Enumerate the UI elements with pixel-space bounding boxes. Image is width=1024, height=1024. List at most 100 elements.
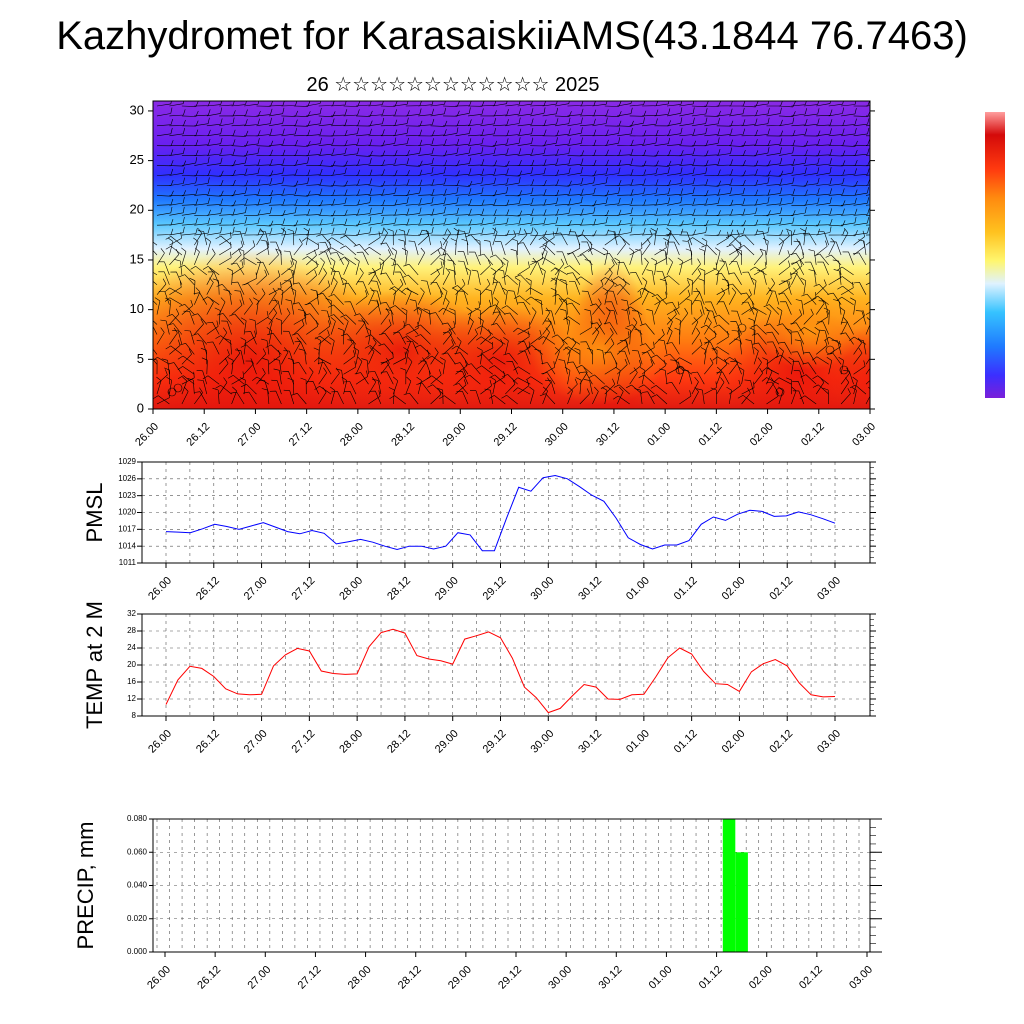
wind-barb <box>740 292 755 305</box>
x-tick-label: 30.12 <box>594 421 622 449</box>
wind-barb <box>592 109 609 117</box>
wind-barb <box>596 348 606 365</box>
wind-barb <box>178 264 195 276</box>
wind-barb <box>766 331 780 345</box>
wind-barb <box>216 284 232 295</box>
wind-barb <box>464 374 481 385</box>
wind-barb <box>364 246 382 256</box>
wind-barb <box>766 197 783 206</box>
wind-barb <box>604 197 621 206</box>
wind-barb <box>674 357 693 365</box>
wind-barb <box>666 207 683 216</box>
wind-barb <box>741 160 759 167</box>
wind-barb <box>441 253 456 266</box>
wind-barb <box>766 307 772 325</box>
wind-barb <box>853 227 870 236</box>
wind-barb <box>153 241 158 246</box>
wind-barb <box>169 216 185 226</box>
wind-barb <box>393 137 409 146</box>
wind-barb <box>380 217 397 226</box>
wind-barb <box>219 241 232 256</box>
x-tick-label: 27.12 <box>290 575 318 603</box>
wind-barb <box>554 158 571 166</box>
wind-barb <box>156 118 173 127</box>
x-tick-label: 27.12 <box>290 728 318 756</box>
wind-barb <box>816 208 833 216</box>
wind-barb <box>605 301 618 315</box>
wind-barb <box>368 169 385 176</box>
wind-barb <box>181 198 199 206</box>
wind-barb <box>502 374 518 385</box>
wind-barb <box>754 170 771 177</box>
wind-barb <box>329 337 335 355</box>
wind-barb <box>318 138 335 146</box>
wind-barb <box>480 117 496 127</box>
wind-barb <box>778 237 784 256</box>
wind-barb <box>654 129 671 137</box>
wind-barb <box>642 160 659 167</box>
wind-barb <box>828 160 846 167</box>
wind-barb <box>729 160 746 167</box>
wind-barb <box>219 231 232 246</box>
wind-barb <box>368 262 382 276</box>
wind-barb <box>343 147 360 156</box>
wind-barb <box>368 129 385 137</box>
wind-barb <box>679 198 696 206</box>
wind-barb <box>554 198 571 206</box>
wind-barb <box>621 299 630 315</box>
wind-barb <box>626 384 643 395</box>
wind-barb <box>778 139 796 146</box>
wind-barb <box>841 128 857 137</box>
wind-barb <box>691 198 708 206</box>
wind-barb <box>654 108 671 117</box>
wind-barb <box>455 278 466 295</box>
wind-barb <box>588 374 605 385</box>
wind-barb <box>816 218 833 226</box>
wind-barb <box>443 187 459 196</box>
wind-barb <box>816 109 833 117</box>
wind-barb <box>778 250 790 266</box>
wind-barb <box>189 277 196 295</box>
y-tick-label: 0.080 <box>127 814 148 823</box>
wind-barb <box>231 249 242 266</box>
wind-barb <box>766 107 782 117</box>
wind-barb <box>691 371 705 385</box>
wind-barb <box>252 376 270 385</box>
wind-barb <box>268 149 286 156</box>
wind-barb <box>268 138 285 146</box>
wind-barb <box>604 338 615 355</box>
wind-barb <box>488 356 506 365</box>
wind-barb <box>613 395 630 405</box>
wind-barb <box>816 167 832 176</box>
wind-barb <box>261 388 270 405</box>
wind-barb <box>580 341 593 355</box>
wind-barb <box>715 272 730 285</box>
wind-barb <box>590 303 606 315</box>
wind-barb <box>405 376 412 395</box>
wind-barb <box>542 217 558 226</box>
wind-barb <box>219 160 236 167</box>
wind-barb <box>268 249 279 266</box>
wind-barb <box>169 190 186 197</box>
x-tick-label: 02.00 <box>747 964 775 992</box>
wind-barb <box>368 231 381 246</box>
wind-barb <box>256 101 274 107</box>
wind-barb <box>766 229 784 236</box>
wind-barb <box>841 208 858 216</box>
wind-barb <box>679 117 695 127</box>
wind-barb <box>153 300 158 305</box>
wind-barb <box>268 227 285 236</box>
wind-barb <box>551 334 568 345</box>
wind-barb <box>629 317 638 335</box>
wind-barb <box>467 129 485 137</box>
wind-barb <box>153 280 158 286</box>
wind-barb <box>414 344 431 355</box>
wind-barb <box>343 229 361 236</box>
x-tick-label: 30.00 <box>546 964 574 992</box>
wind-barb <box>666 167 683 176</box>
wind-barb <box>704 330 717 345</box>
wind-barb <box>607 230 618 246</box>
wind-barb <box>480 101 497 107</box>
wind-barb <box>654 197 671 206</box>
x-tick-label: 01.00 <box>624 575 652 603</box>
